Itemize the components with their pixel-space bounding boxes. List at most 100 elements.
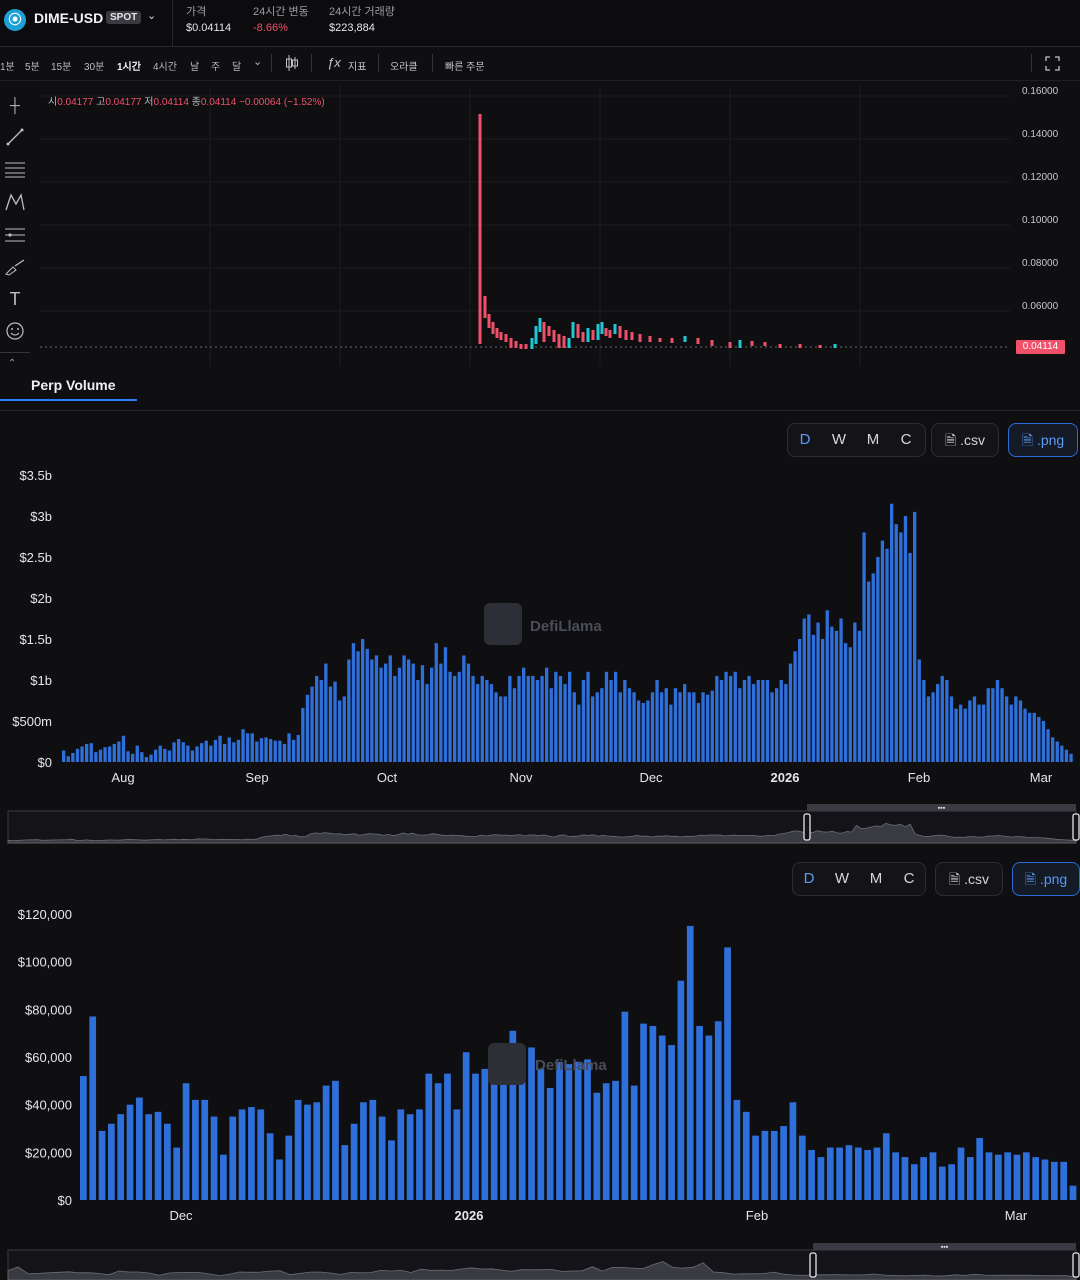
oracle-button[interactable]: 오라클: [390, 62, 418, 73]
bar[interactable]: [304, 1104, 311, 1200]
bar[interactable]: [1032, 712, 1036, 762]
bar[interactable]: [959, 704, 963, 762]
brush-handle[interactable]: [1072, 1252, 1080, 1278]
bar[interactable]: [554, 671, 558, 762]
bar[interactable]: [1046, 729, 1050, 762]
bar[interactable]: [177, 739, 181, 762]
range-brush[interactable]: ▪▪▪: [0, 800, 1080, 850]
bar[interactable]: [257, 1109, 265, 1200]
bar[interactable]: [621, 1011, 629, 1200]
bar[interactable]: [798, 639, 802, 762]
bar[interactable]: [584, 1059, 591, 1200]
bar[interactable]: [968, 700, 972, 763]
bar[interactable]: [319, 680, 323, 762]
bar[interactable]: [85, 743, 89, 762]
bar[interactable]: [172, 742, 176, 762]
bar[interactable]: [154, 1111, 162, 1200]
bar[interactable]: [278, 740, 282, 762]
bar[interactable]: [108, 1123, 115, 1200]
bar[interactable]: [986, 688, 990, 762]
bar[interactable]: [825, 610, 829, 762]
bar[interactable]: [686, 925, 694, 1200]
bar[interactable]: [1055, 741, 1059, 763]
bar[interactable]: [1005, 696, 1009, 762]
timeframe-4h[interactable]: 4시간: [153, 62, 177, 73]
bar[interactable]: [910, 1164, 918, 1200]
bar[interactable]: [378, 1116, 386, 1200]
bar[interactable]: [144, 757, 149, 762]
bar[interactable]: [186, 745, 190, 762]
bar[interactable]: [430, 667, 434, 762]
bar[interactable]: [687, 692, 691, 762]
bar[interactable]: [282, 743, 287, 762]
bar[interactable]: [821, 639, 825, 762]
bar[interactable]: [351, 643, 356, 762]
bar[interactable]: [789, 1102, 797, 1200]
bar[interactable]: [301, 707, 305, 762]
bar[interactable]: [558, 675, 563, 762]
bar[interactable]: [839, 618, 843, 763]
bar[interactable]: [995, 680, 1000, 762]
bar[interactable]: [94, 752, 98, 762]
bar[interactable]: [885, 548, 889, 762]
bar[interactable]: [802, 618, 806, 763]
bar[interactable]: [341, 1145, 349, 1200]
bar[interactable]: [614, 671, 618, 762]
bar[interactable]: [98, 749, 103, 762]
bar[interactable]: [890, 503, 894, 762]
bar[interactable]: [476, 684, 480, 762]
bar[interactable]: [360, 1102, 367, 1200]
download-png-button[interactable]: 🗎 .png: [1008, 423, 1078, 457]
bar[interactable]: [618, 692, 622, 762]
bar[interactable]: [444, 1073, 451, 1200]
bar[interactable]: [798, 1135, 806, 1200]
bar[interactable]: [416, 680, 420, 762]
period-d-button[interactable]: D: [803, 870, 815, 887]
bar[interactable]: [612, 1080, 619, 1200]
bar[interactable]: [397, 1109, 405, 1200]
bar[interactable]: [420, 665, 425, 762]
bar[interactable]: [784, 684, 788, 762]
bar[interactable]: [434, 1083, 442, 1200]
bar[interactable]: [724, 947, 731, 1200]
bar[interactable]: [517, 675, 521, 762]
bar[interactable]: [1032, 1157, 1040, 1200]
grip-icon[interactable]: ▪▪▪: [941, 1244, 949, 1251]
bar[interactable]: [393, 675, 397, 762]
bar[interactable]: [591, 696, 595, 762]
bar[interactable]: [1069, 753, 1073, 762]
bar[interactable]: [540, 675, 544, 762]
bar[interactable]: [630, 1085, 638, 1200]
bar[interactable]: [313, 1102, 321, 1200]
bar[interactable]: [857, 630, 862, 762]
bar[interactable]: [499, 696, 503, 762]
bar[interactable]: [853, 622, 857, 762]
bar[interactable]: [991, 688, 995, 762]
range-brush[interactable]: ▪▪▪: [0, 1240, 1080, 1280]
timeframe-1m[interactable]: 1분: [0, 62, 15, 73]
bar[interactable]: [574, 1061, 582, 1200]
bar[interactable]: [908, 552, 912, 762]
bar[interactable]: [164, 1123, 171, 1200]
bar[interactable]: [356, 651, 360, 762]
bar[interactable]: [384, 663, 388, 762]
bar[interactable]: [733, 1099, 741, 1200]
bar[interactable]: [89, 743, 93, 762]
bar[interactable]: [646, 700, 650, 763]
bar[interactable]: [826, 1147, 834, 1200]
bar[interactable]: [163, 748, 167, 762]
crosshair-icon[interactable]: ┼: [10, 97, 20, 113]
bar[interactable]: [715, 675, 719, 762]
bar[interactable]: [425, 1073, 433, 1200]
bar[interactable]: [811, 634, 816, 762]
bar[interactable]: [938, 1166, 946, 1200]
bar[interactable]: [752, 1135, 759, 1200]
bar[interactable]: [434, 643, 438, 762]
bar[interactable]: [462, 655, 466, 762]
bar[interactable]: [241, 729, 245, 762]
bar[interactable]: [332, 1080, 339, 1200]
bar[interactable]: [361, 639, 365, 762]
bar[interactable]: [508, 675, 512, 762]
bar[interactable]: [117, 1114, 125, 1200]
bar[interactable]: [229, 1116, 237, 1200]
